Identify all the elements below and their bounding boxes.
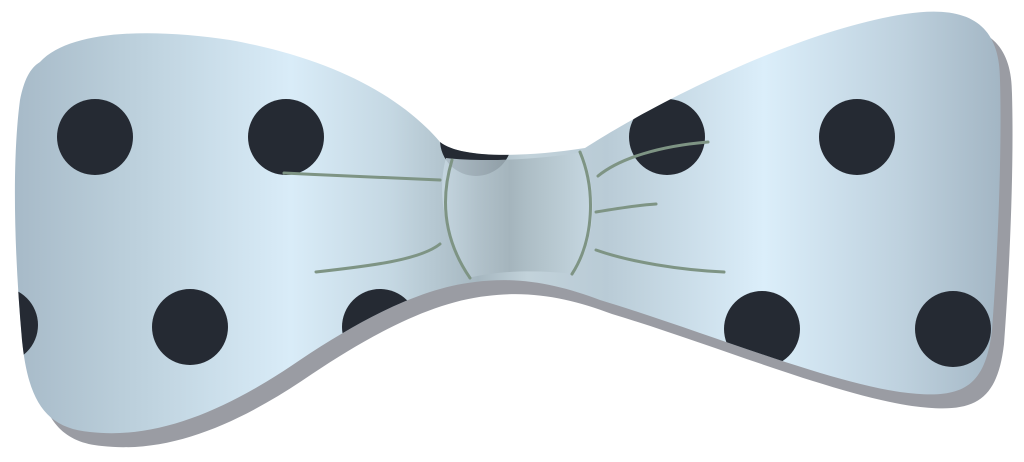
stitch-line: [594, 202, 658, 214]
stitch-line: [282, 171, 442, 182]
stitch-line: [596, 140, 710, 178]
polka-dot: [152, 289, 228, 365]
polka-dot: [248, 99, 324, 175]
polka-dot: [915, 291, 991, 367]
bow-knot: [442, 152, 593, 278]
polka-dot: [819, 99, 895, 175]
stitch-lines: [282, 140, 726, 280]
stitch-line: [594, 248, 726, 274]
stitch-line: [444, 158, 472, 280]
polka-dot: [57, 99, 133, 175]
stitch-line: [570, 150, 592, 276]
stitch-line: [314, 242, 442, 274]
polka-dot: [629, 99, 705, 175]
